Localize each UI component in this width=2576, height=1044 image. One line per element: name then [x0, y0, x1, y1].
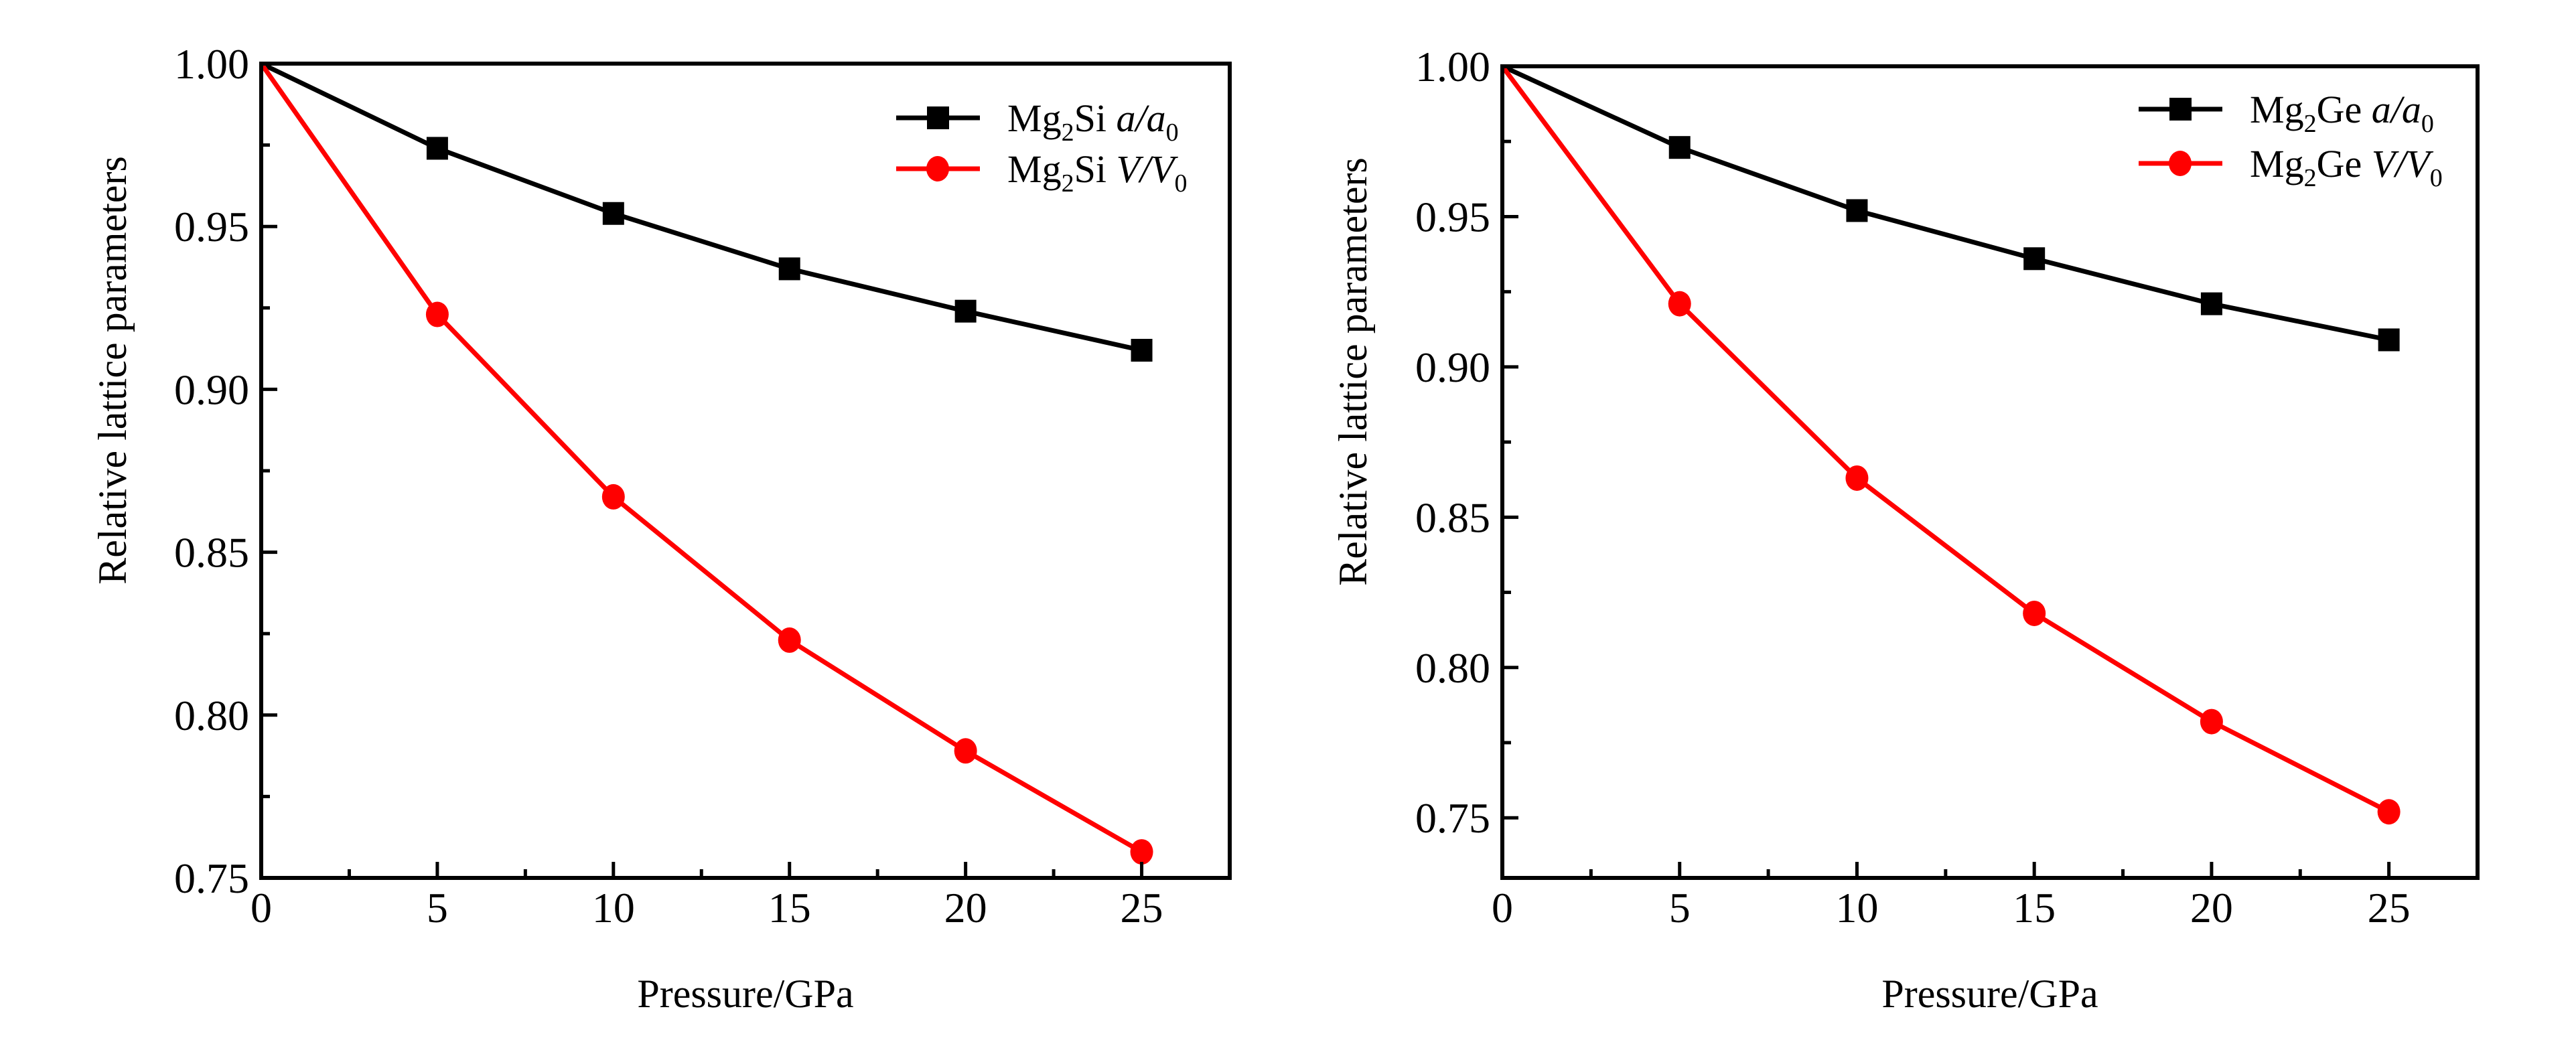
data-point-square	[954, 299, 977, 323]
legend-compound: Mg	[2250, 88, 2304, 131]
legend-ratio-subscript: 0	[2421, 110, 2434, 138]
y-tick-label: 0.85	[1415, 494, 1490, 541]
legend-circle-marker	[2169, 151, 2192, 176]
legend-element: Ge	[2317, 88, 2362, 131]
legend-ratio-numerator: V	[2372, 142, 2400, 185]
legend-label: Mg2Si V/V0	[1007, 147, 1187, 198]
legend-subscript: 2	[1062, 119, 1074, 147]
x-tick-label: 25	[1121, 884, 1163, 931]
x-axis-title: Pressure/GPa	[1881, 972, 2098, 1016]
plot-frame	[1500, 64, 2480, 880]
legend-item: Mg2Ge V/V0	[2139, 142, 2443, 192]
y-axis-title: Relative lattice parameters	[90, 156, 135, 585]
y-axis-title: Relative lattice parameters	[1331, 157, 1375, 586]
data-point-circle	[2023, 600, 2046, 626]
x-tick-label: 20	[2190, 884, 2233, 931]
data-point-square	[2200, 292, 2222, 315]
data-point-square	[1846, 199, 1868, 222]
legend-element: Si	[1074, 96, 1106, 140]
y-tick-label: 0.95	[174, 203, 249, 250]
data-point-square	[1131, 339, 1153, 362]
x-tick-label: 0	[1492, 884, 1513, 931]
legend-space	[2362, 142, 2372, 185]
chart-panel-mg2si: 0 5 10 15 20 250.750.800.850.900.951.00Pressu…	[90, 40, 1232, 1016]
y-tick-label: 0.75	[1415, 794, 1490, 842]
legend-label: Mg2Si a/a0	[1007, 96, 1179, 147]
legend-label: Mg2Ge V/V0	[2250, 142, 2443, 192]
series-line-v-ratio	[1500, 64, 2390, 814]
data-point-circle	[601, 483, 625, 510]
legend-ratio-subscript: 0	[1174, 169, 1187, 198]
legend-compound: Mg	[1007, 147, 1062, 191]
x-tick-label: 5	[427, 884, 448, 931]
x-tick-label: 25	[2368, 884, 2411, 931]
chart-panel-mg2ge: 0 5 10 15 20 250.750.800.850.900.951.00Pressu…	[1331, 43, 2480, 1016]
data-point-square	[2023, 247, 2046, 271]
x-tick-label: 20	[944, 884, 987, 931]
legend-item: Mg2Ge a/a0	[2139, 88, 2434, 138]
legend-ratio-subscript: 0	[2430, 164, 2443, 192]
data-point-circle	[1845, 465, 1869, 491]
legend-circle-marker	[926, 156, 949, 181]
legend-ratio-numerator: V	[1116, 147, 1144, 191]
data-point-square	[426, 137, 448, 160]
legend-space	[2362, 88, 2372, 131]
legend-element: Ge	[2317, 142, 2362, 185]
legend-subscript: 2	[2304, 164, 2317, 192]
series-line-a-ratio	[1501, 64, 2390, 342]
legend-subscript: 2	[2304, 110, 2317, 138]
data-point-square	[1668, 136, 1691, 159]
data-point-circle	[954, 738, 977, 764]
x-tick-label: 15	[2013, 884, 2056, 931]
legend-ratio-denominator: a	[2402, 88, 2421, 131]
legend-ratio-numerator: a	[1116, 96, 1135, 140]
legend-ratio-denominator: a	[1147, 96, 1166, 140]
y-tick-label: 0.85	[174, 529, 249, 577]
data-point-circle	[425, 301, 449, 327]
data-point-square	[778, 257, 800, 281]
legend-space	[1106, 147, 1117, 191]
y-tick-label: 0.80	[1415, 644, 1490, 692]
legend-square-marker	[927, 106, 949, 129]
data-point-circle	[2377, 799, 2401, 825]
legend-compound: Mg	[1007, 96, 1062, 140]
y-tick-label: 0.95	[1415, 193, 1490, 240]
data-point-circle	[1668, 291, 1691, 317]
x-tick-label: 0	[251, 884, 272, 931]
y-tick-label: 0.90	[1415, 344, 1490, 391]
legend-item: Mg2Si V/V0	[896, 147, 1187, 198]
y-tick-label: 0.80	[174, 692, 249, 739]
legend-ratio-denominator: V	[1151, 147, 1179, 191]
legend-square-marker	[2169, 98, 2192, 121]
data-point-square	[602, 202, 624, 225]
x-tick-label: 15	[768, 884, 811, 931]
legend-ratio-subscript: 0	[1166, 119, 1179, 147]
x-tick-label: 5	[1669, 884, 1691, 931]
series-line-v-ratio	[259, 62, 1143, 854]
x-tick-label: 10	[1835, 884, 1878, 931]
series-line-a-ratio	[260, 61, 1143, 353]
y-tick-label: 1.00	[1415, 43, 1490, 90]
data-point-circle	[2200, 709, 2223, 735]
legend-subscript: 2	[1062, 169, 1074, 198]
data-point-square	[2378, 328, 2400, 352]
data-point-circle	[778, 627, 801, 653]
data-point-circle	[1130, 839, 1153, 865]
legend-element: Si	[1074, 147, 1106, 191]
legend-label: Mg2Ge a/a0	[2250, 88, 2434, 138]
x-tick-label: 10	[592, 884, 635, 931]
y-tick-label: 0.90	[174, 366, 249, 413]
legend-ratio-numerator: a	[2372, 88, 2391, 131]
legend-ratio-denominator: V	[2406, 142, 2434, 185]
legend-space	[1106, 96, 1117, 140]
legend-compound: Mg	[2250, 142, 2304, 185]
y-tick-label: 0.75	[174, 854, 249, 902]
legend-item: Mg2Si a/a0	[896, 96, 1179, 147]
y-tick-label: 1.00	[174, 40, 249, 88]
x-axis-title: Pressure/GPa	[637, 972, 853, 1016]
